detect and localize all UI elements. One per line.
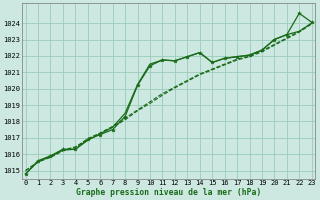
X-axis label: Graphe pression niveau de la mer (hPa): Graphe pression niveau de la mer (hPa) bbox=[76, 188, 261, 197]
